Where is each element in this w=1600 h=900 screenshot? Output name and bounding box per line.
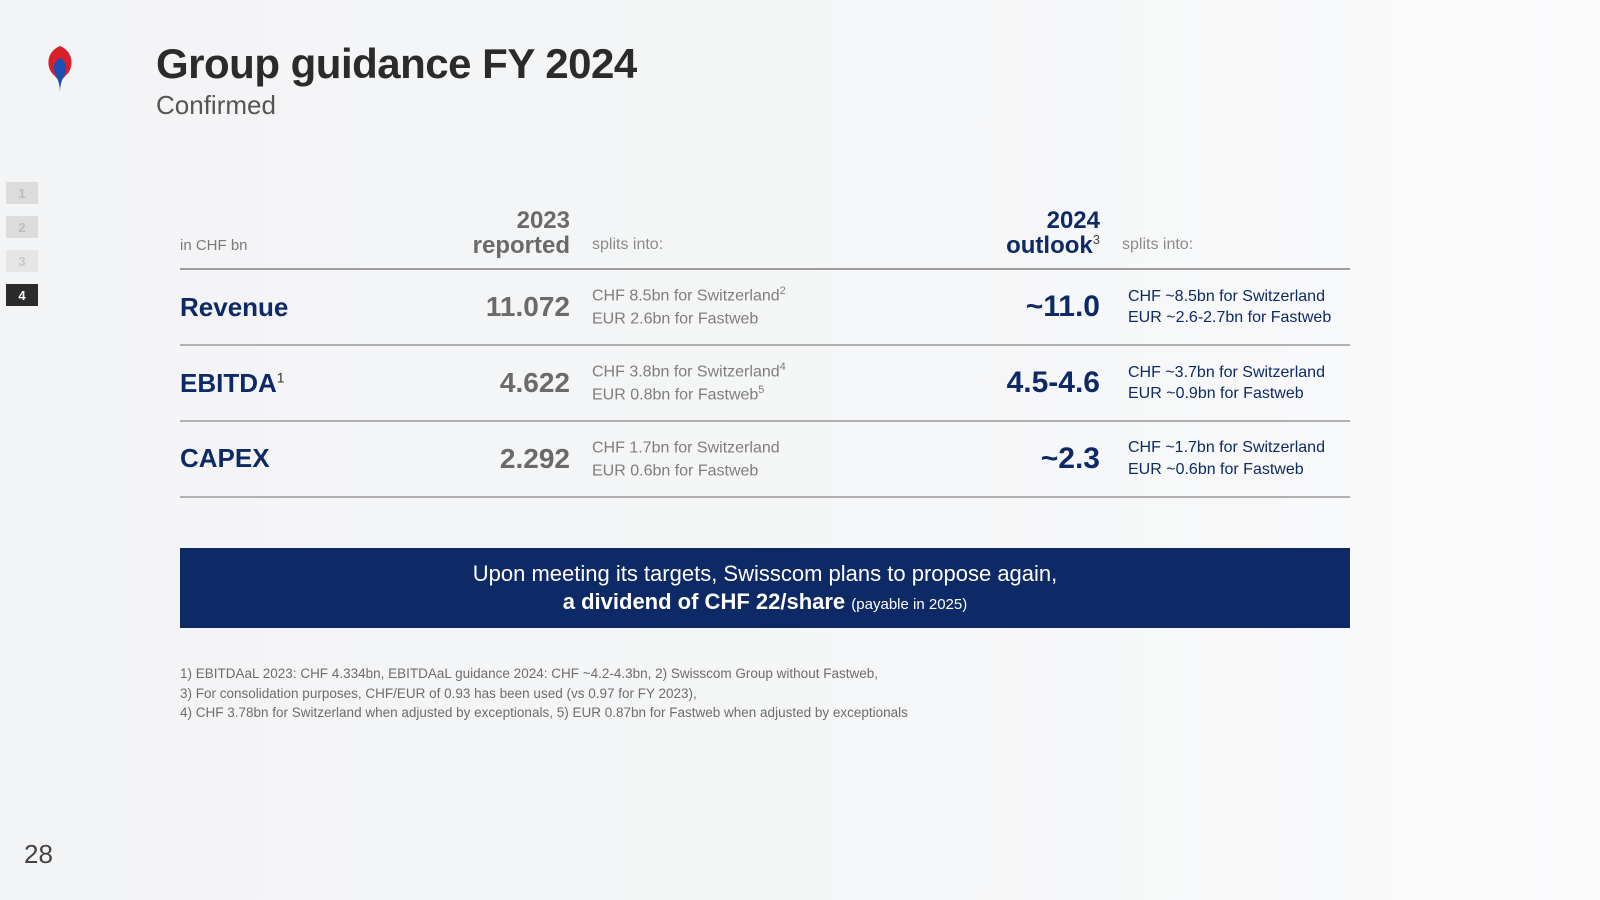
- split-2024: CHF ~1.7bn for Switzerland EUR ~0.6bn fo…: [1100, 437, 1350, 480]
- page-title: Group guidance FY 2024: [156, 40, 637, 88]
- col-header-splits-2023: splits into:: [570, 236, 880, 258]
- table-header-row: in CHF bn 2023 reported splits into: 202…: [180, 208, 1350, 270]
- value-2024: ~2.3: [880, 442, 1100, 476]
- value-2024: 4.5-4.6: [880, 366, 1100, 400]
- split-2024: CHF ~8.5bn for Switzerland EUR ~2.6-2.7b…: [1100, 286, 1350, 329]
- page-subtitle: Confirmed: [156, 90, 637, 121]
- title-block: Group guidance FY 2024 Confirmed: [156, 40, 637, 121]
- split-2023: CHF 8.5bn for Switzerland2 EUR 2.6bn for…: [570, 284, 880, 330]
- metric-label: Revenue: [180, 292, 288, 322]
- value-2023: 4.622: [390, 367, 570, 399]
- split-2023: CHF 3.8bn for Switzerland4 EUR 0.8bn for…: [570, 360, 880, 406]
- split-2023: CHF 1.7bn for Switzerland EUR 0.6bn for …: [570, 436, 880, 482]
- unit-label: in CHF bn: [180, 237, 390, 258]
- value-2024: ~11.0: [880, 290, 1100, 324]
- split-2024-l1: CHF ~8.5bn for Switzerland: [1128, 288, 1325, 305]
- split-2023-l1: CHF 8.5bn for Switzerland: [592, 288, 780, 305]
- footnote-line: 4) CHF 3.78bn for Switzerland when adjus…: [180, 703, 1280, 723]
- col-2023-year: 2023: [517, 207, 570, 234]
- split-2024-l2: EUR ~2.6-2.7bn for Fastweb: [1128, 309, 1331, 326]
- split-sup: 4: [780, 361, 786, 373]
- split-2023-l2: EUR 0.8bn for Fastweb: [592, 386, 758, 403]
- banner-dividend-amount: a dividend of CHF 22/share: [563, 589, 845, 614]
- col-header-splits-2024: splits into:: [1100, 236, 1350, 258]
- footnote-line: 1) EBITDAaL 2023: CHF 4.334bn, EBITDAaL …: [180, 664, 1280, 684]
- table-row: CAPEX 2.292 CHF 1.7bn for Switzerland EU…: [180, 422, 1350, 498]
- banner-payable-note: (payable in 2025): [851, 596, 967, 613]
- nav-item-3[interactable]: 3: [6, 250, 38, 272]
- footnotes: 1) EBITDAaL 2023: CHF 4.334bn, EBITDAaL …: [180, 664, 1280, 723]
- col-header-2023: 2023 reported: [390, 208, 570, 258]
- banner-line2: a dividend of CHF 22/share (payable in 2…: [180, 589, 1350, 615]
- value-2023: 11.072: [390, 291, 570, 323]
- metric-name: Revenue: [180, 292, 390, 323]
- metric-label: EBITDA: [180, 368, 277, 398]
- split-2024-l2: EUR ~0.9bn for Fastweb: [1128, 385, 1304, 402]
- metric-name: EBITDA1: [180, 368, 390, 399]
- split-2023-l2: EUR 0.6bn for Fastweb: [592, 462, 758, 479]
- col-2024-footnote-ref: 3: [1093, 232, 1100, 247]
- table-row: EBITDA1 4.622 CHF 3.8bn for Switzerland4…: [180, 346, 1350, 422]
- nav-item-1[interactable]: 1: [6, 182, 38, 204]
- col-2023-reported: reported: [473, 232, 570, 259]
- dividend-banner: Upon meeting its targets, Swisscom plans…: [180, 548, 1350, 628]
- col-header-2024: 2024 outlook3: [880, 208, 1100, 258]
- nav-item-2[interactable]: 2: [6, 216, 38, 238]
- split-2024: CHF ~3.7bn for Switzerland EUR ~0.9bn fo…: [1100, 362, 1350, 405]
- company-logo-icon: [36, 44, 84, 96]
- page-number: 28: [24, 839, 53, 870]
- split-2023-l1: CHF 3.8bn for Switzerland: [592, 364, 780, 381]
- banner-line1: Upon meeting its targets, Swisscom plans…: [180, 561, 1350, 587]
- split-sup: 2: [780, 285, 786, 297]
- table-row: Revenue 11.072 CHF 8.5bn for Switzerland…: [180, 270, 1350, 346]
- metric-sup: 1: [277, 369, 285, 385]
- section-nav: 1 2 3 4: [6, 182, 38, 306]
- metric-label: CAPEX: [180, 443, 270, 473]
- value-2023: 2.292: [390, 443, 570, 475]
- split-sup: 5: [758, 384, 764, 396]
- split-2023-l1: CHF 1.7bn for Switzerland: [592, 439, 780, 456]
- split-2023-l2: EUR 2.6bn for Fastweb: [592, 311, 758, 328]
- split-2024-l2: EUR ~0.6bn for Fastweb: [1128, 461, 1304, 478]
- metric-name: CAPEX: [180, 443, 390, 474]
- footnote-line: 3) For consolidation purposes, CHF/EUR o…: [180, 684, 1280, 704]
- col-2024-outlook: outlook: [1006, 232, 1093, 259]
- nav-item-4[interactable]: 4: [6, 284, 38, 306]
- guidance-table: in CHF bn 2023 reported splits into: 202…: [180, 208, 1350, 498]
- col-2024-year: 2024: [1047, 207, 1100, 234]
- split-2024-l1: CHF ~3.7bn for Switzerland: [1128, 364, 1325, 381]
- split-2024-l1: CHF ~1.7bn for Switzerland: [1128, 439, 1325, 456]
